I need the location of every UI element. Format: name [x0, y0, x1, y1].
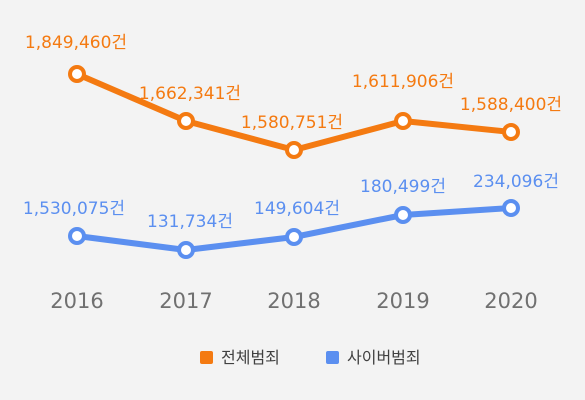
data-label-cyber-2019: 180,499건 — [360, 177, 446, 197]
data-point-total-2016 — [68, 65, 86, 83]
legend-label-cyber: 사이버범죄 — [347, 348, 421, 367]
data-label-total-2020: 1,588,400건 — [460, 95, 562, 115]
x-tick-2019: 2019 — [376, 289, 429, 313]
data-label-cyber-2018: 149,604건 — [254, 199, 340, 219]
legend-swatch-cyber — [326, 351, 339, 364]
data-point-cyber-2018 — [285, 228, 303, 246]
data-label-total-2017: 1,662,341건 — [139, 84, 241, 104]
legend-label-total: 전체범죄 — [221, 348, 280, 367]
data-point-cyber-2016 — [68, 227, 86, 245]
data-label-total-2019: 1,611,906건 — [352, 72, 454, 92]
data-point-cyber-2017 — [177, 241, 195, 259]
series-layer — [68, 65, 520, 259]
data-point-total-2020 — [502, 123, 520, 141]
data-point-cyber-2020 — [502, 199, 520, 217]
x-tick-2020: 2020 — [484, 289, 537, 313]
data-label-total-2016: 1,849,460건 — [25, 33, 127, 53]
data-point-total-2017 — [177, 112, 195, 130]
x-axis-ticks: 2016 2017 2018 2019 2020 — [50, 289, 537, 313]
data-label-cyber-2017: 131,734건 — [147, 212, 233, 232]
data-label-total-2018: 1,580,751건 — [241, 113, 343, 133]
x-tick-2016: 2016 — [50, 289, 103, 313]
data-point-cyber-2019 — [394, 206, 412, 224]
legend-swatch-total — [200, 351, 213, 364]
data-point-total-2018 — [285, 141, 303, 159]
data-label-cyber-2016: 1,530,075건 — [23, 199, 125, 219]
legend: 전체범죄 사이버범죄 — [200, 348, 421, 367]
x-tick-2017: 2017 — [159, 289, 212, 313]
x-tick-2018: 2018 — [267, 289, 320, 313]
data-point-total-2019 — [394, 112, 412, 130]
data-label-cyber-2020: 234,096건 — [473, 172, 559, 192]
